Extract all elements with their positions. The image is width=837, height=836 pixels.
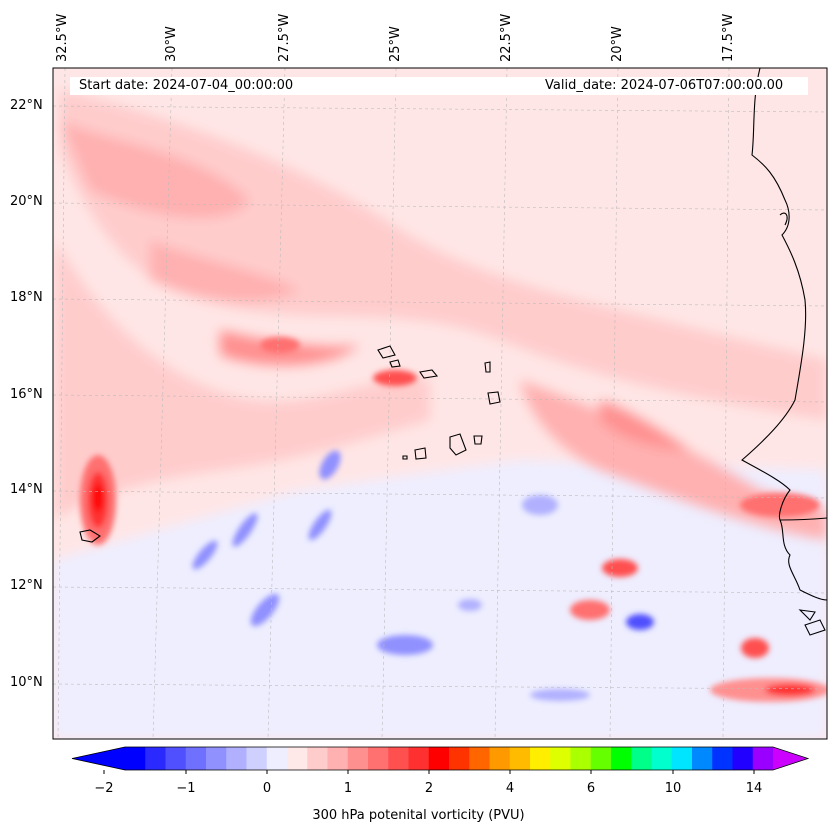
- colorbar-tick: −1: [176, 781, 196, 796]
- map-panel: [53, 68, 827, 739]
- colorbar-extend-min: [72, 747, 125, 770]
- colorbar-tick: 2: [424, 781, 434, 796]
- colorbar-tick: 14: [745, 781, 763, 796]
- map-frame: [52, 67, 828, 740]
- lon-label: 32.5°W: [55, 13, 70, 62]
- colorbar-swatch: [388, 747, 409, 770]
- colorbar-swatch: [266, 747, 288, 770]
- colorbar-swatch: [368, 747, 389, 770]
- colorbar-swatch: [428, 747, 450, 770]
- lon-label: 17.5°W: [721, 13, 736, 62]
- colorbar-swatch: [246, 747, 268, 770]
- lat-label: 16°N: [10, 387, 43, 402]
- colorbar-tick: 0: [262, 781, 272, 796]
- colorbar-swatch: [206, 747, 227, 770]
- lat-label: 20°N: [10, 194, 43, 209]
- colorbar-swatch: [469, 747, 490, 770]
- lon-label: 30°W: [164, 26, 179, 62]
- colorbar: [71, 746, 810, 774]
- lon-label: 22.5°W: [499, 13, 514, 62]
- colorbar-swatch: [671, 747, 693, 770]
- colorbar-swatch: [145, 747, 166, 770]
- colorbar-swatch: [651, 747, 673, 770]
- colorbar-swatch: [226, 747, 247, 770]
- start-date: Start date: 2024-07-04_00:00:00: [79, 78, 294, 93]
- date-banner: [70, 77, 808, 95]
- colorbar-swatch: [489, 747, 511, 770]
- lon-label: 20°W: [610, 26, 625, 62]
- colorbar-swatch: [590, 747, 612, 770]
- pv-maxima: [80, 337, 827, 702]
- colorbar-swatch: [732, 747, 754, 770]
- colorbar-swatch: [611, 747, 632, 770]
- colorbar-swatch: [347, 747, 369, 770]
- colorbar-tick: −2: [94, 781, 114, 796]
- colorbar-extend-max: [773, 747, 808, 770]
- colorbar-swatch: [631, 747, 652, 770]
- colorbar-swatch: [530, 747, 551, 770]
- colorbar-swatch: [165, 747, 187, 770]
- coastline: [79, 68, 827, 636]
- colorbar-swatch: [408, 747, 430, 770]
- colorbar-tick: 10: [664, 781, 682, 796]
- colorbar-swatch: [449, 747, 470, 770]
- lon-label: 27.5°W: [277, 13, 292, 62]
- colorbar-swatch: [570, 747, 592, 770]
- pv-negative-shading: [192, 450, 654, 701]
- colorbar-swatch: [307, 747, 328, 770]
- colorbar-swatch: [509, 747, 531, 770]
- lat-label: 22°N: [10, 98, 43, 113]
- lat-label: 10°N: [10, 675, 43, 690]
- colorbar-outline: [71, 746, 810, 771]
- colorbar-tick: 1: [343, 781, 353, 796]
- colorbar-swatch: [752, 747, 774, 770]
- colorbar-tick: 6: [586, 781, 596, 796]
- colorbar-swatch: [125, 747, 146, 770]
- colorbar-swatch: [185, 747, 207, 770]
- lon-label: 25°W: [388, 26, 403, 62]
- colorbar-swatch: [287, 747, 308, 770]
- lat-label: 12°N: [10, 578, 43, 593]
- colorbar-swatch: [327, 747, 349, 770]
- valid-date: Valid_date: 2024-07-06T07:00:00.00: [545, 78, 784, 93]
- colorbar-swatch: [550, 747, 571, 770]
- graticule: [53, 68, 827, 739]
- colorbar-label: 300 hPa potenital vorticity (PVU): [312, 808, 525, 823]
- lat-label: 18°N: [10, 290, 43, 305]
- colorbar-swatch: [692, 747, 713, 770]
- lat-label: 14°N: [10, 482, 43, 497]
- colorbar-tick: 4: [505, 781, 515, 796]
- colorbar-swatch: [712, 747, 733, 770]
